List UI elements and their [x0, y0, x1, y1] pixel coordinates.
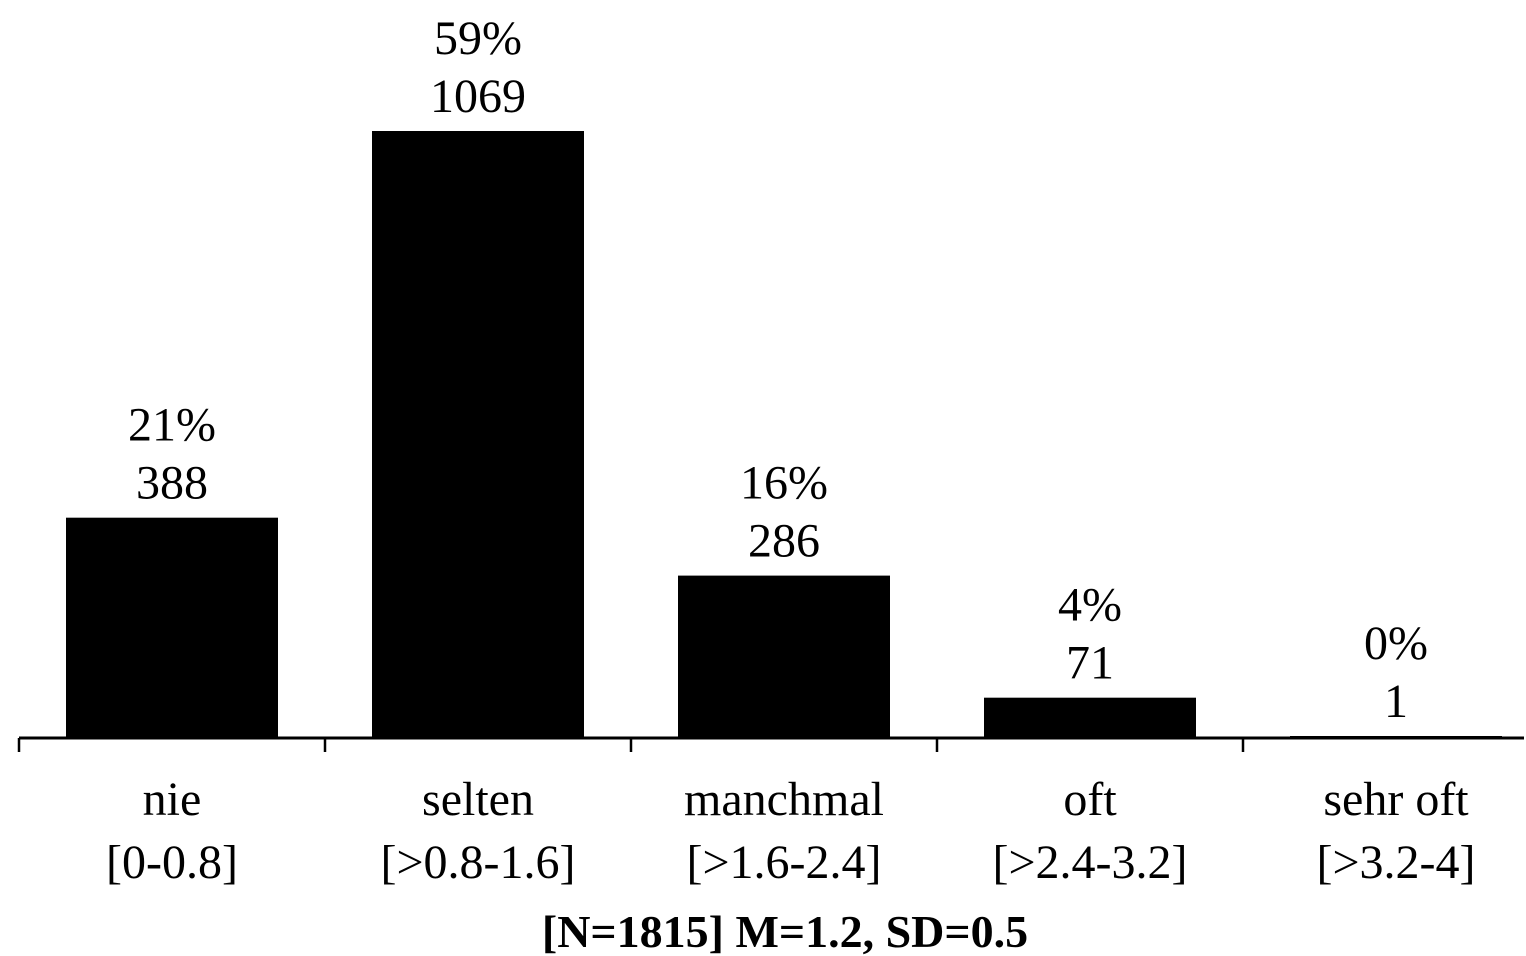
x-tick-label-range: [>3.2-4] [1316, 836, 1475, 889]
bar-oft [984, 697, 1196, 738]
x-tick-label-name: oft [1063, 773, 1117, 826]
x-tick-label-name: nie [143, 773, 202, 826]
x-tick-label-range: [>2.4-3.2] [992, 836, 1187, 889]
bar-percent-label: 21% [128, 399, 216, 452]
bar-manchmal [678, 575, 890, 738]
bar-selten [372, 131, 584, 738]
bar-count-label: 1069 [430, 70, 526, 123]
chart-footer-stats: [N=1815] M=1.2, SD=0.5 [542, 906, 1028, 956]
bar-percent-label: 4% [1058, 579, 1122, 632]
bars-group [66, 131, 1502, 738]
bar-nie [66, 517, 278, 738]
bar-percent-label: 0% [1364, 617, 1428, 670]
data-labels-group: 21%388 59%1069 16%286 4%71 0%1 [128, 12, 1428, 728]
x-tick-label-range: [>1.6-2.4] [686, 836, 881, 889]
x-axis [17, 736, 1524, 752]
x-tick-label-name: sehr oft [1323, 773, 1469, 826]
x-tick-labels-group: nie [0-0.8] selten [>0.8-1.6] manchmal [>1.6-… [106, 773, 1475, 889]
x-tick-label-range: [0-0.8] [106, 836, 238, 889]
bar-percent-label: 59% [434, 12, 522, 65]
x-tick-label-name: selten [422, 773, 534, 826]
bar-count-label: 388 [136, 457, 208, 510]
bar-percent-label: 16% [740, 457, 828, 510]
bar-count-label: 1 [1384, 675, 1408, 728]
x-tick-label-range: [>0.8-1.6] [380, 836, 575, 889]
x-tick-label-name: manchmal [684, 773, 884, 826]
bar-count-label: 71 [1066, 637, 1114, 690]
bar-count-label: 286 [748, 515, 820, 568]
